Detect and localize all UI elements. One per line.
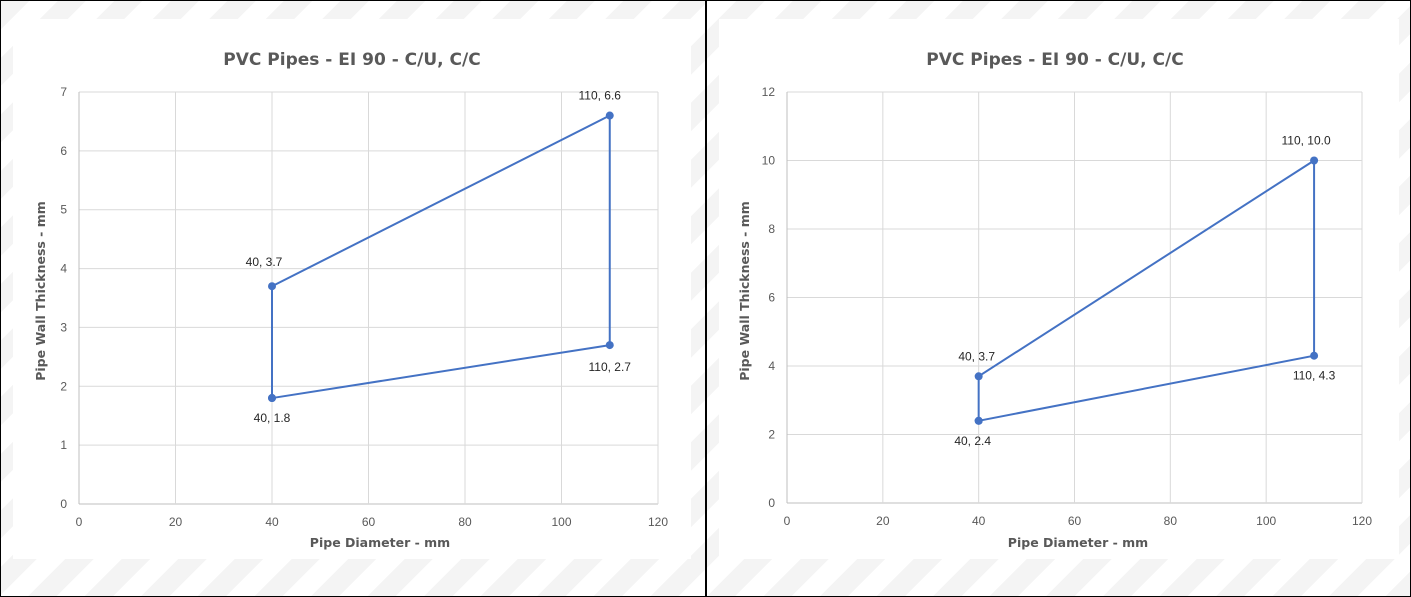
y-tick-label: 4 — [768, 359, 775, 373]
x-tick-label: 60 — [362, 515, 376, 529]
data-point — [268, 394, 276, 403]
x-tick-label: 120 — [1352, 514, 1372, 528]
data-point — [974, 416, 983, 425]
data-label: 110, 2.7 — [589, 360, 632, 374]
x-tick-label: 40 — [265, 515, 279, 529]
data-points — [268, 111, 614, 403]
x-axis-title: Pipe Diameter - mm — [310, 535, 450, 550]
x-tick-label: 80 — [458, 515, 472, 529]
series-line — [271, 113, 611, 400]
data-label: 40, 1.8 — [254, 411, 291, 425]
x-axis-title: Pipe Diameter - mm — [1008, 535, 1148, 550]
grid-lines — [786, 91, 1363, 504]
data-label: 40, 3.7 — [958, 349, 995, 363]
tick-labels: 0 1 2 3 4 5 6 7 0 20 40 60 80 100 120 — [60, 85, 668, 529]
x-tick-label: 100 — [1256, 514, 1276, 528]
y-tick-label: 10 — [762, 154, 776, 168]
chart-left: PVC Pipes - EI 90 - C/U, C/C 0 1 2 3 4 5 6 7 0 20… — [33, 50, 668, 550]
y-tick-label: 7 — [60, 85, 67, 99]
y-tick-label: 6 — [60, 144, 67, 158]
x-tick-label: 100 — [551, 515, 571, 529]
grid-lines — [78, 91, 659, 505]
y-tick-label: 0 — [768, 496, 775, 510]
x-tick-label: 0 — [76, 515, 83, 529]
x-tick-label: 60 — [1068, 514, 1082, 528]
y-tick-label: 1 — [60, 438, 67, 452]
chart-title: PVC Pipes - EI 90 - C/U, C/C — [223, 50, 480, 70]
data-labels: 40, 2.4 40, 3.7 110, 10.0 110, 4.3 — [954, 134, 1335, 448]
y-axis-title: Pipe Wall Thickness - mm — [737, 201, 752, 381]
x-tick-label: 20 — [876, 514, 890, 528]
data-points — [974, 156, 1319, 425]
x-tick-label: 120 — [648, 515, 668, 529]
data-label: 40, 3.7 — [246, 255, 283, 269]
x-tick-label: 40 — [972, 514, 986, 528]
chart-panel-right: PVC Pipes - EI 90 - C/U, C/C 0 2 4 6 8 10 12 0 2… — [719, 19, 1399, 559]
y-tick-label: 0 — [60, 497, 67, 511]
x-tick-label: 20 — [169, 515, 183, 529]
data-point — [605, 341, 614, 350]
series-line — [977, 158, 1316, 422]
y-tick-label: 8 — [768, 222, 775, 236]
y-tick-label: 2 — [60, 379, 67, 393]
data-point — [1310, 156, 1319, 165]
data-label: 110, 10.0 — [1282, 134, 1331, 148]
y-tick-label: 4 — [60, 262, 67, 276]
y-tick-label: 2 — [768, 428, 775, 442]
y-tick-label: 6 — [768, 291, 775, 305]
y-tick-label: 5 — [60, 203, 67, 217]
y-axis-title: Pipe Wall Thickness - mm — [33, 201, 48, 381]
y-tick-label: 12 — [762, 85, 776, 99]
chart-title: PVC Pipes - EI 90 - C/U, C/C — [926, 50, 1183, 70]
y-tick-label: 3 — [60, 320, 67, 334]
data-point — [974, 372, 983, 381]
data-label: 40, 2.4 — [954, 434, 991, 448]
data-point — [1310, 351, 1319, 360]
data-point — [268, 282, 276, 291]
data-label: 110, 4.3 — [1293, 369, 1336, 383]
data-point — [605, 111, 614, 120]
data-labels: 40, 1.8 40, 3.7 110, 6.6 110, 2.7 — [246, 89, 632, 426]
data-label: 110, 6.6 — [579, 89, 622, 103]
panel-divider — [705, 1, 707, 596]
chart-panel-left: PVC Pipes - EI 90 - C/U, C/C 0 1 2 3 4 5 6 7 0 20… — [13, 19, 691, 559]
x-tick-label: 80 — [1164, 514, 1178, 528]
x-tick-label: 0 — [784, 514, 791, 528]
